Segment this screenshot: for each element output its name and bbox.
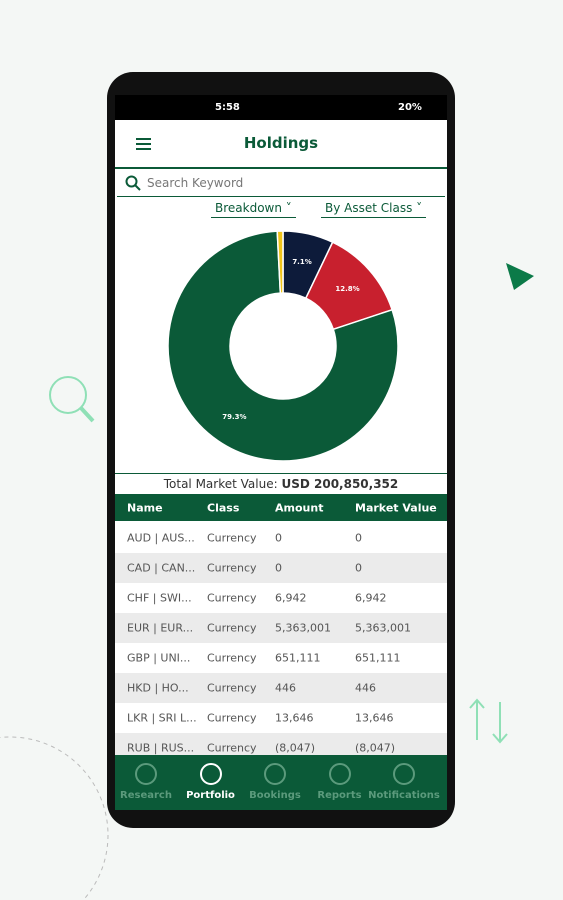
filter[interactable]: Breakdown ˅ [211, 201, 296, 218]
screen: 5:58 20% Holdings Search Keyword Breakdo… [115, 95, 447, 810]
search-placeholder: Search Keyword [147, 176, 244, 190]
table-row[interactable]: CAD | CAN... Currency 0 0 [115, 553, 447, 583]
cell: 13,646 [275, 711, 314, 725]
table-row[interactable]: EUR | EUR... Currency 5,363,001 5,363,001 [115, 613, 447, 643]
deco-circle [0, 736, 109, 900]
cell: 0 [355, 561, 362, 575]
cell: 651,111 [275, 651, 321, 665]
cell: 0 [275, 531, 282, 545]
slice-label: 7.1% [292, 258, 311, 266]
cell: CHF | SWI... [127, 591, 192, 605]
cell: Currency [207, 561, 257, 575]
cell: 0 [355, 531, 362, 545]
table-row[interactable]: HKD | HO... Currency 446 446 [115, 673, 447, 703]
cell: 6,942 [275, 591, 307, 605]
cell: AUD | AUS... [127, 531, 195, 545]
battery: 20% [398, 102, 422, 113]
slice-label: 79.3% [222, 413, 246, 421]
cell: 651,111 [355, 651, 401, 665]
cell: (8,047) [355, 741, 396, 755]
cell: LKR | SRI L... [127, 711, 197, 725]
deco-arrow [506, 263, 534, 290]
cell: GBP | UNI... [127, 651, 191, 665]
column-header: Class [207, 501, 240, 514]
search-icon [125, 175, 141, 191]
filter-label: By Asset Class [325, 201, 413, 215]
cell: RUB | RUS... [127, 741, 195, 755]
table-header: Name Class Amount Market Value [115, 494, 447, 521]
donut-chart: 7.1% 12.8% 79.3% [167, 230, 399, 462]
nav-icon[interactable] [199, 763, 222, 785]
nav-label[interactable]: Research [120, 790, 172, 801]
cell: Currency [207, 711, 257, 725]
nav-label[interactable]: Reports [317, 790, 362, 801]
slice-label: 12.8% [335, 285, 359, 293]
cell: Currency [207, 681, 257, 695]
cell: Currency [207, 591, 257, 605]
cell: 6,942 [355, 591, 387, 605]
table-body: AUD | AUS... Currency 0 0 CAD | CAN... Curren… [115, 523, 447, 755]
cell: Currency [207, 531, 257, 545]
nav-icon[interactable] [135, 763, 157, 785]
donut-slice [167, 230, 399, 462]
deco-handle [79, 406, 95, 423]
cell: Currency [207, 651, 257, 665]
column-header: Amount [275, 501, 324, 514]
total-label: Total Market Value: [163, 477, 278, 491]
cell: Currency [207, 621, 257, 635]
nav-icon[interactable] [393, 763, 415, 785]
deco-buysell [469, 698, 508, 744]
header: Holdings [115, 120, 447, 169]
cell: HKD | HO... [127, 681, 189, 695]
table-row[interactable]: CHF | SWI... Currency 6,942 6,942 [115, 583, 447, 613]
nav-label[interactable]: Notifications [368, 790, 440, 801]
deco-search [49, 376, 87, 414]
cell: 446 [275, 681, 296, 695]
nav-label[interactable]: Portfolio [186, 790, 235, 801]
title: Holdings [243, 134, 319, 152]
bottom-nav: Research Portfolio Bookings Reports Notifica… [115, 755, 447, 810]
nav-icon[interactable] [264, 763, 286, 785]
table-row[interactable]: AUD | AUS... Currency 0 0 [115, 523, 447, 553]
menu-icon[interactable] [135, 137, 153, 151]
cell: 13,646 [355, 711, 394, 725]
cell: Currency [207, 741, 257, 755]
total-value: USD 200,850,352 [281, 477, 399, 491]
cell: CAD | CAN... [127, 561, 196, 575]
cell: EUR | EUR... [127, 621, 194, 635]
cell: 446 [355, 681, 376, 695]
total: Total Market Value: USD 200,850,352 [115, 473, 447, 491]
table-row[interactable]: GBP | UNI... Currency 651,111 651,111 [115, 643, 447, 673]
column-header: Market Value [355, 501, 437, 514]
nav-icon[interactable] [328, 763, 351, 785]
cell: 5,363,001 [355, 621, 411, 635]
column-header: Name [127, 501, 163, 514]
table-row[interactable]: LKR | SRI L... Currency 13,646 13,646 [115, 703, 447, 733]
cell: 5,363,001 [275, 621, 331, 635]
status-bar: 5:58 20% [115, 95, 447, 120]
table-row[interactable]: RUB | RUS... Currency (8,047) (8,047) [115, 733, 447, 755]
cell: 0 [275, 561, 282, 575]
filter-label: Breakdown [215, 201, 282, 215]
search-bar[interactable]: Search Keyword [117, 169, 445, 197]
time: 5:58 [215, 102, 240, 113]
cell: (8,047) [275, 741, 316, 755]
nav-label[interactable]: Bookings [249, 790, 301, 801]
donut-slice [276, 230, 284, 294]
filter[interactable]: By Asset Class ˅ [321, 201, 427, 218]
